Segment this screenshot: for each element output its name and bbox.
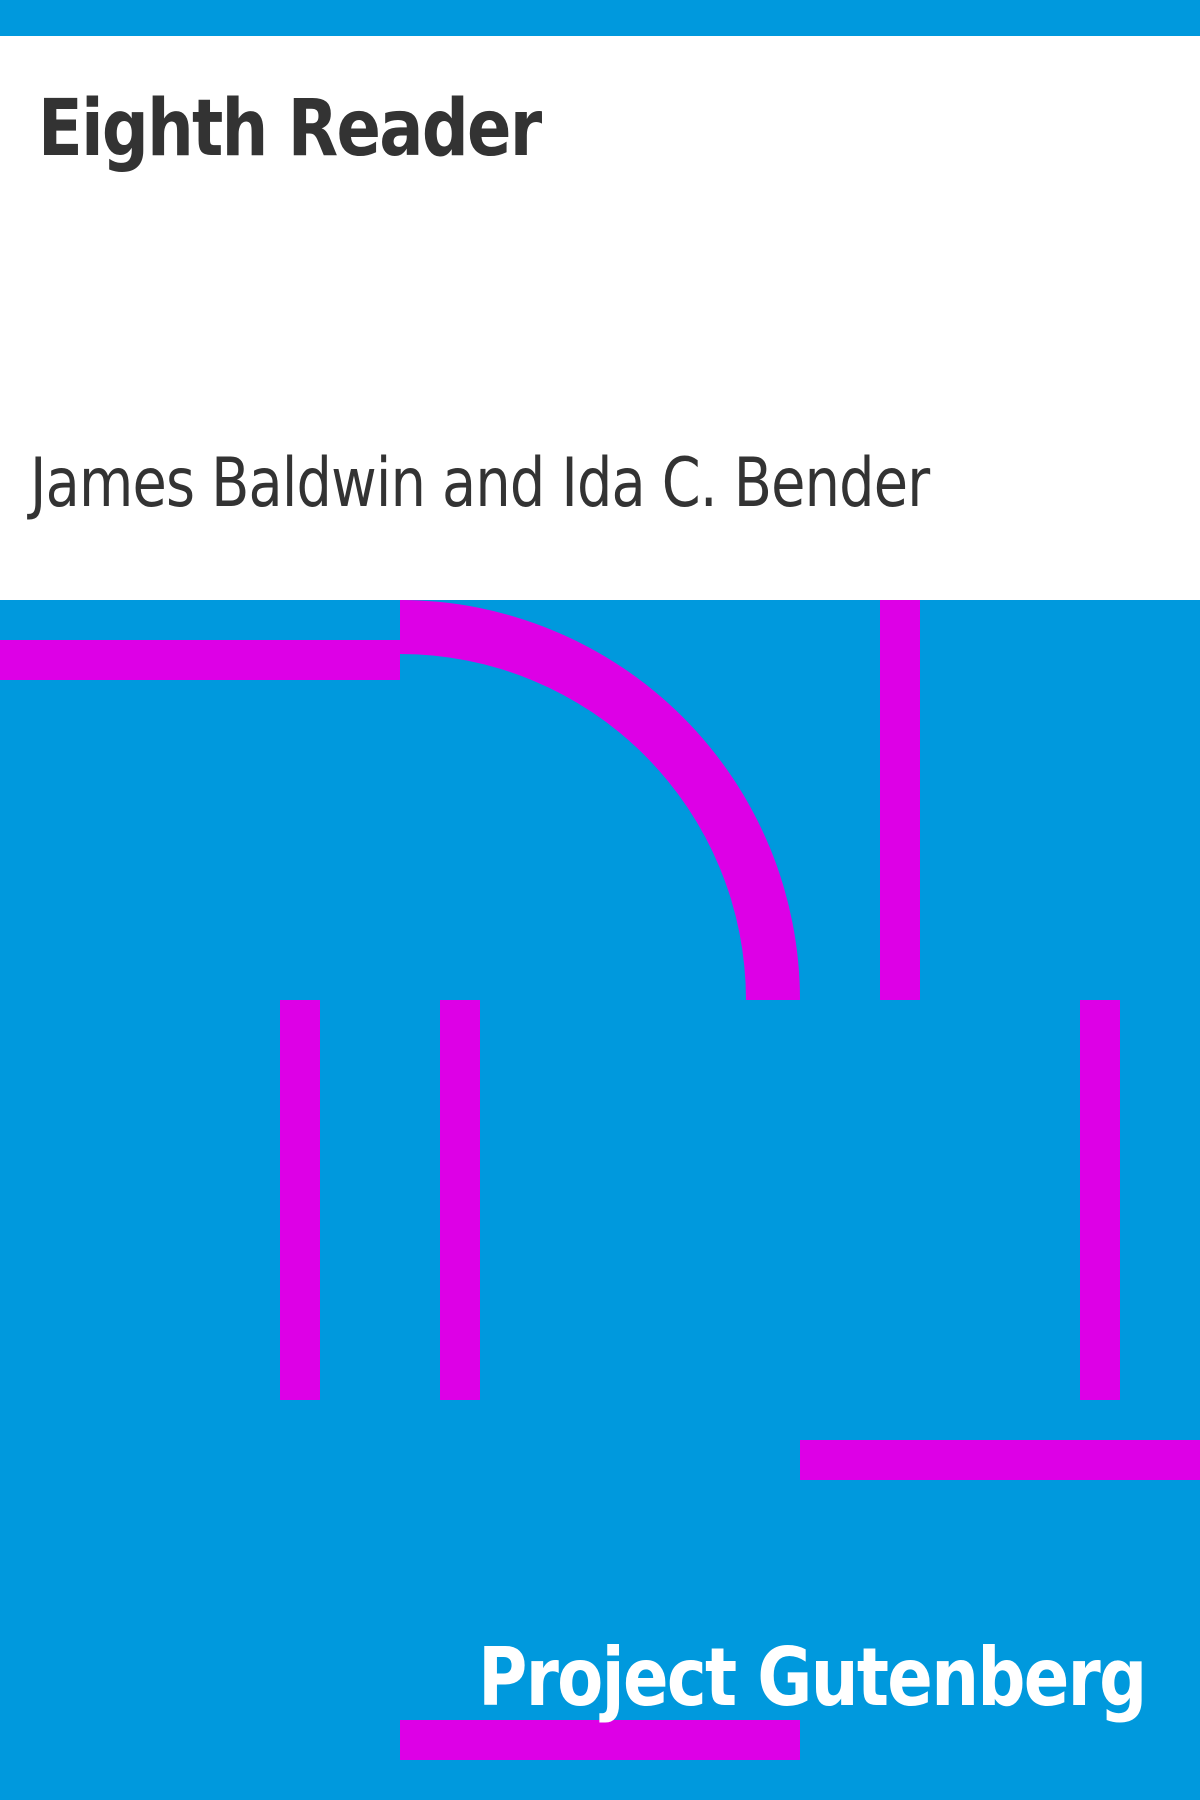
- book-title: Eighth Reader: [38, 84, 542, 174]
- book-author: James Baldwin and Ida C. Bender: [30, 444, 930, 523]
- publisher-name: Project Gutenberg: [478, 1631, 1148, 1724]
- cover-header: [0, 36, 1200, 600]
- cover-artwork: [0, 600, 1200, 1760]
- vertical-bar-left-a: [280, 1000, 320, 1400]
- vertical-bar-right: [1080, 1000, 1120, 1400]
- vertical-bar-top-right: [880, 600, 920, 1000]
- top-accent-bar: [0, 0, 1200, 36]
- vertical-bar-left-b: [440, 1000, 480, 1400]
- quarter-arc: [400, 600, 800, 1000]
- horizontal-bar-bottom-center: [400, 1720, 800, 1760]
- horizontal-bar-bottom-right: [800, 1440, 1200, 1480]
- cover-artwork-panel: [0, 600, 1200, 1800]
- horizontal-bar-top-left: [0, 640, 400, 680]
